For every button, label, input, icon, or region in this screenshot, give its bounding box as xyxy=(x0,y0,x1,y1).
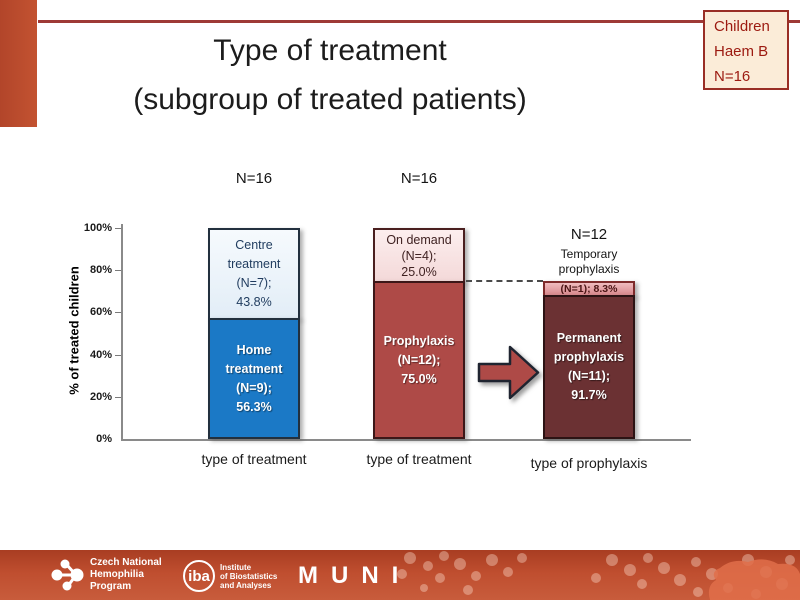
y-axis-line xyxy=(121,224,123,440)
accent-rectangle xyxy=(0,0,37,127)
org1-line1: Czech National xyxy=(90,557,162,568)
bar2-segment-prophylaxis: Prophylaxis (N=12); 75.0% xyxy=(373,281,465,439)
x-axis-line xyxy=(121,439,691,441)
org2-line2: of Biostatistics xyxy=(220,572,278,581)
badge-line-3: N=16 xyxy=(714,68,751,85)
bar2-segment-on-demand: On demand (N=4); 25.0% xyxy=(373,228,465,283)
y-tickmark xyxy=(115,270,121,271)
hemophilia-program-logo-icon xyxy=(51,559,84,591)
bar1-n-label: N=16 xyxy=(235,170,273,187)
badge-line-2: Haem B xyxy=(714,43,769,60)
y-tickmark xyxy=(115,312,121,313)
org2-line3: and Analyses xyxy=(220,581,272,590)
y-tick-100: 100% xyxy=(83,222,112,234)
institute-of-biostatistics-label: Institute of Biostatistics and Analyses xyxy=(220,563,277,590)
iba-logo-text: iba xyxy=(188,567,210,585)
title-line-1: Type of treatment xyxy=(213,34,447,67)
dashed-connector-line xyxy=(466,280,543,282)
badge-line-1: Children xyxy=(714,18,770,35)
right-block-arrow-icon xyxy=(477,345,540,400)
y-tickmark xyxy=(115,397,121,398)
x-label-bar1: type of treatment xyxy=(201,451,307,467)
y-tick-60: 60% xyxy=(89,306,112,318)
y-tick-0: 0% xyxy=(96,433,112,445)
muni-logo: MUNI xyxy=(298,562,412,589)
title-line-2: (subgroup of treated patients) xyxy=(133,83,527,116)
y-tick-20: 20% xyxy=(89,391,112,403)
group-badge: Children Haem B N=16 xyxy=(703,10,789,90)
temporary-prophylaxis-note: Temporary prophylaxis xyxy=(558,247,620,276)
bar3-n-label: N=12 xyxy=(570,226,608,243)
y-tick-80: 80% xyxy=(89,264,112,276)
title-divider-line xyxy=(38,20,800,23)
org1-line2: Hemophilia xyxy=(90,569,144,580)
bar3-segment-permanent-prophylaxis: Permanent prophylaxis (N=11); 91.7% xyxy=(543,295,635,439)
bar1-segment-home-treatment: Home treatment (N=9); 56.3% xyxy=(208,318,300,439)
y-tickmark xyxy=(115,355,121,356)
iba-logo-icon: iba xyxy=(183,560,215,592)
y-tick-40: 40% xyxy=(89,349,112,361)
org1-line3: Program xyxy=(90,581,132,592)
bar1-segment-centre-treatment: Centre treatment (N=7); 43.8% xyxy=(208,228,300,320)
x-label-bar2: type of treatment xyxy=(366,451,472,467)
slide-title: Type of treatment (subgroup of treated p… xyxy=(40,26,620,124)
czech-national-hemophilia-program-label: Czech National Hemophilia Program xyxy=(90,557,162,593)
y-tickmark xyxy=(115,228,121,229)
y-axis-title: % of treated children xyxy=(66,266,82,395)
footer-dots-decoration xyxy=(397,551,800,600)
bar2-n-label: N=16 xyxy=(400,170,438,187)
x-label-bar3: type of prophylaxis xyxy=(530,455,648,471)
org2-line1: Institute xyxy=(220,563,252,572)
footer-band: Czech National Hemophilia Program iba In… xyxy=(0,550,800,600)
